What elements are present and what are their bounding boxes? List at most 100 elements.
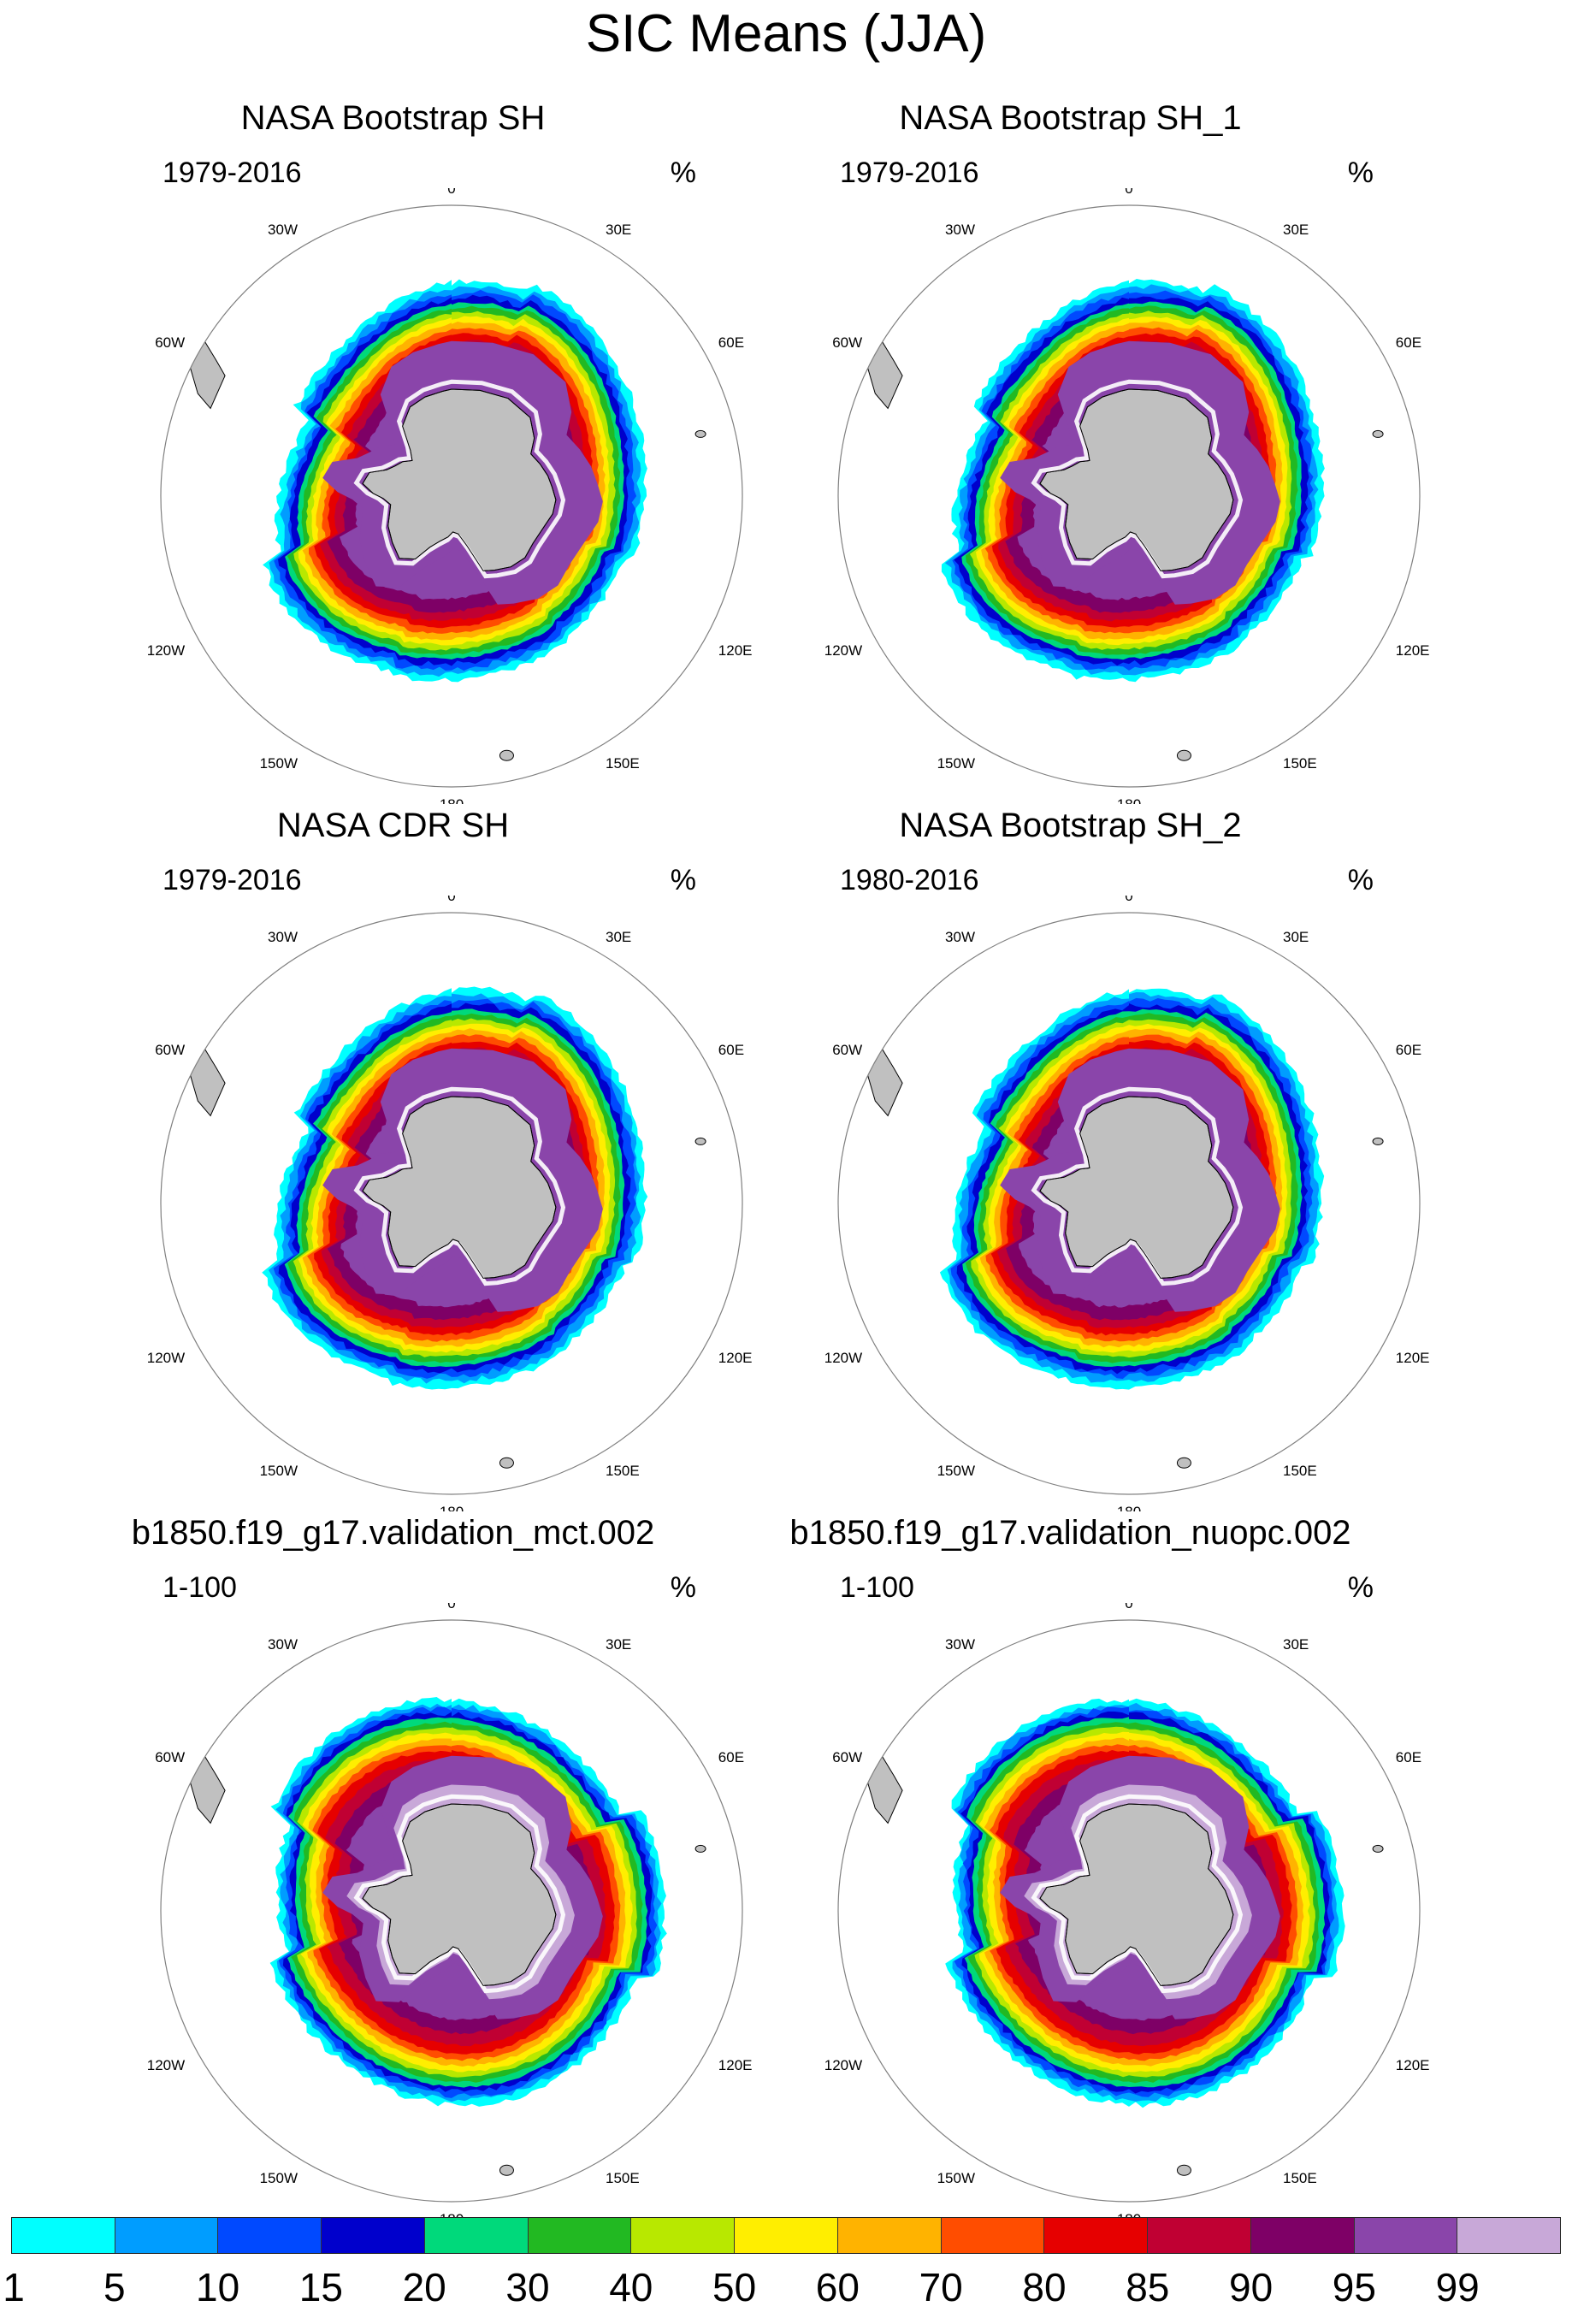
- map-panel: NASA Bootstrap SH_2 1980-2016 % 030E60E9…: [677, 801, 1463, 1511]
- south-america-landmass: [188, 1048, 226, 1117]
- panel-units: %: [670, 157, 696, 189]
- colorbar-segment: [115, 2218, 219, 2253]
- south-america-landmass: [188, 340, 226, 410]
- colorbar-label: 15: [298, 2265, 343, 2309]
- longitude-label: 120E: [718, 642, 753, 659]
- longitude-label: 60W: [832, 334, 862, 351]
- panel-title: b1850.f19_g17.validation_mct.002: [131, 1514, 655, 1552]
- longitude-label: 30W: [945, 222, 975, 238]
- panel-years: 1979-2016: [163, 157, 302, 189]
- colorbar-label: 10: [196, 2265, 240, 2309]
- polar-stereographic-map: 030E60E90E120E150E180150W120W90W60W30W: [147, 188, 753, 804]
- map-content: [188, 279, 706, 761]
- longitude-label: 0: [447, 188, 455, 197]
- longitude-label: 150E: [1283, 755, 1317, 772]
- longitude-label: 150E: [1283, 2170, 1317, 2186]
- colorbar-label: 95: [1332, 2265, 1376, 2309]
- colorbar-label: 40: [609, 2265, 653, 2309]
- kerguelen-island: [1372, 1844, 1384, 1853]
- longitude-label: 60E: [1396, 1749, 1421, 1765]
- longitude-label: 120W: [147, 2057, 185, 2073]
- panel-title: b1850.f19_g17.validation_nuopc.002: [789, 1514, 1351, 1552]
- longitude-label: 60W: [832, 1749, 862, 1765]
- south-america-landmass: [866, 1048, 903, 1117]
- colorbar-label: 50: [712, 2265, 757, 2309]
- panel-years: 1979-2016: [840, 157, 979, 189]
- main-title: SIC Means (JJA): [585, 4, 987, 63]
- colorbar-label: 5: [103, 2265, 126, 2309]
- longitude-label: 30W: [268, 1636, 298, 1653]
- longitude-label: 30W: [945, 1636, 975, 1653]
- ice-shelf-fringe: [1031, 379, 1244, 579]
- colorbar-label: 60: [815, 2265, 860, 2309]
- kerguelen-island: [694, 1844, 706, 1853]
- panel-years: 1979-2016: [163, 864, 302, 896]
- longitude-label: 120W: [824, 1350, 862, 1366]
- longitude-label: 30W: [268, 222, 298, 238]
- panel-units: %: [1347, 157, 1374, 189]
- longitude-label: 180: [440, 796, 464, 804]
- south-america-landmass: [188, 1755, 226, 1824]
- longitude-label: 60E: [718, 334, 744, 351]
- colorbar-segment: [528, 2218, 632, 2253]
- polar-stereographic-map: 030E60E90E120E150E180150W120W90W60W30W: [824, 1603, 1430, 2219]
- map-content: [866, 988, 1384, 1469]
- polar-stereographic-map: 030E60E90E120E150E180150W120W90W60W30W: [147, 1603, 753, 2219]
- longitude-label: 120E: [1396, 642, 1430, 659]
- antarctica-coastline: [1039, 1803, 1234, 1986]
- longitude-label: 30E: [1283, 929, 1309, 945]
- longitude-label: 120E: [718, 2057, 753, 2073]
- longitude-label: 60E: [718, 1749, 744, 1765]
- map-panel: b1850.f19_g17.validation_nuopc.002 1-100…: [677, 1509, 1463, 2219]
- map-boundary-circle: [837, 912, 1421, 1495]
- longitude-label: 150W: [937, 755, 975, 772]
- longitude-label: 0: [447, 1603, 455, 1611]
- colorbar-segment: [1044, 2218, 1149, 2253]
- map-content: [188, 986, 706, 1469]
- map-boundary-circle: [160, 912, 743, 1495]
- new-zealand-landmass: [499, 1457, 514, 1469]
- panel-title: NASA Bootstrap SH_1: [899, 99, 1242, 137]
- kerguelen-island: [694, 1137, 706, 1145]
- longitude-label: 180: [1117, 1504, 1141, 1511]
- longitude-label: 0: [1125, 188, 1132, 197]
- longitude-label: 150W: [260, 755, 298, 772]
- colorbar-segment: [1457, 2218, 1561, 2253]
- longitude-label: 150E: [606, 755, 640, 772]
- colorbar-segment: [631, 2218, 736, 2253]
- colorbar-segment: [1250, 2218, 1355, 2253]
- longitude-label: 0: [447, 896, 455, 904]
- antarctica-coastline: [1039, 388, 1234, 571]
- longitude-label: 60W: [155, 1749, 185, 1765]
- colorbar-label: 70: [919, 2265, 963, 2309]
- map-boundary-circle: [837, 1619, 1421, 2203]
- colorbar-segment: [735, 2218, 838, 2253]
- kerguelen-island: [694, 429, 706, 438]
- colorbar-segment: [424, 2218, 529, 2253]
- longitude-label: 150E: [606, 1463, 640, 1479]
- panel-units: %: [670, 1571, 696, 1604]
- map-panel: NASA Bootstrap SH_1 1979-2016 % 030E60E9…: [677, 94, 1463, 804]
- south-america-landmass: [866, 1755, 903, 1824]
- colorbar-segment: [1354, 2218, 1458, 2253]
- longitude-label: 0: [1125, 896, 1132, 904]
- longitude-label: 0: [1125, 1603, 1132, 1611]
- map-boundary-circle: [160, 1619, 743, 2203]
- antarctica-coastline: [362, 388, 557, 571]
- south-america-landmass: [866, 340, 903, 410]
- polar-stereographic-map: 030E60E90E120E150E180150W120W90W60W30W: [824, 188, 1430, 804]
- longitude-label: 150W: [937, 1463, 975, 1479]
- colorbar-label: 90: [1229, 2265, 1274, 2309]
- longitude-label: 120E: [1396, 2057, 1430, 2073]
- kerguelen-island: [1372, 1137, 1384, 1145]
- colorbar-segment: [12, 2218, 115, 2253]
- antarctica-coastline: [1039, 1096, 1234, 1279]
- map-panel: NASA Bootstrap SH 1979-2016 % 030E60E90E…: [0, 94, 786, 804]
- panel-units: %: [670, 864, 696, 896]
- ice-shelf-fringe: [353, 379, 566, 579]
- colorbar-label: 99: [1435, 2265, 1480, 2309]
- longitude-label: 150E: [606, 2170, 640, 2186]
- longitude-label: 60W: [832, 1042, 862, 1058]
- map-panel: b1850.f19_g17.validation_mct.002 1-100 %…: [0, 1509, 786, 2219]
- longitude-label: 60W: [155, 334, 185, 351]
